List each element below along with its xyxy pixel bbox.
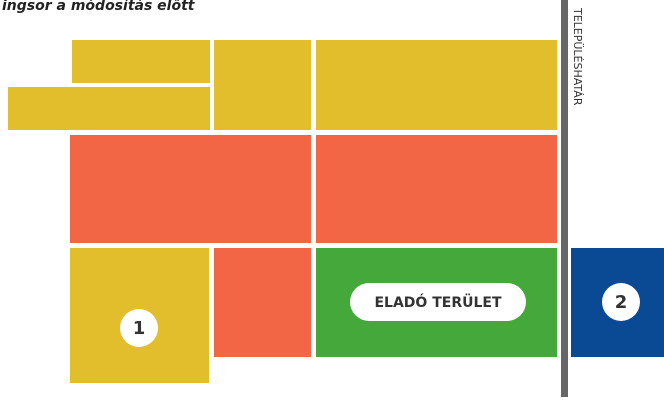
plot-orange bbox=[70, 135, 311, 243]
boundary-label: TELEPÜLÉSHATÁR bbox=[571, 7, 584, 106]
plot-yellow bbox=[72, 40, 210, 83]
plot-orange bbox=[316, 135, 557, 243]
marker-label: 1 bbox=[133, 318, 146, 339]
plot-yellow bbox=[316, 40, 557, 130]
marker-circle bbox=[120, 309, 158, 347]
marker-label: 2 bbox=[615, 292, 628, 313]
marker-circle bbox=[602, 283, 640, 321]
title: ingsor a módosítás előtt bbox=[2, 0, 196, 14]
sale-pill bbox=[350, 283, 526, 321]
plot-yellow bbox=[214, 40, 311, 130]
plot-orange bbox=[214, 248, 311, 357]
boundary-line bbox=[561, 0, 568, 397]
sale-label: ELADÓ TERÜLET bbox=[374, 293, 501, 311]
plot-yellow bbox=[8, 87, 210, 130]
